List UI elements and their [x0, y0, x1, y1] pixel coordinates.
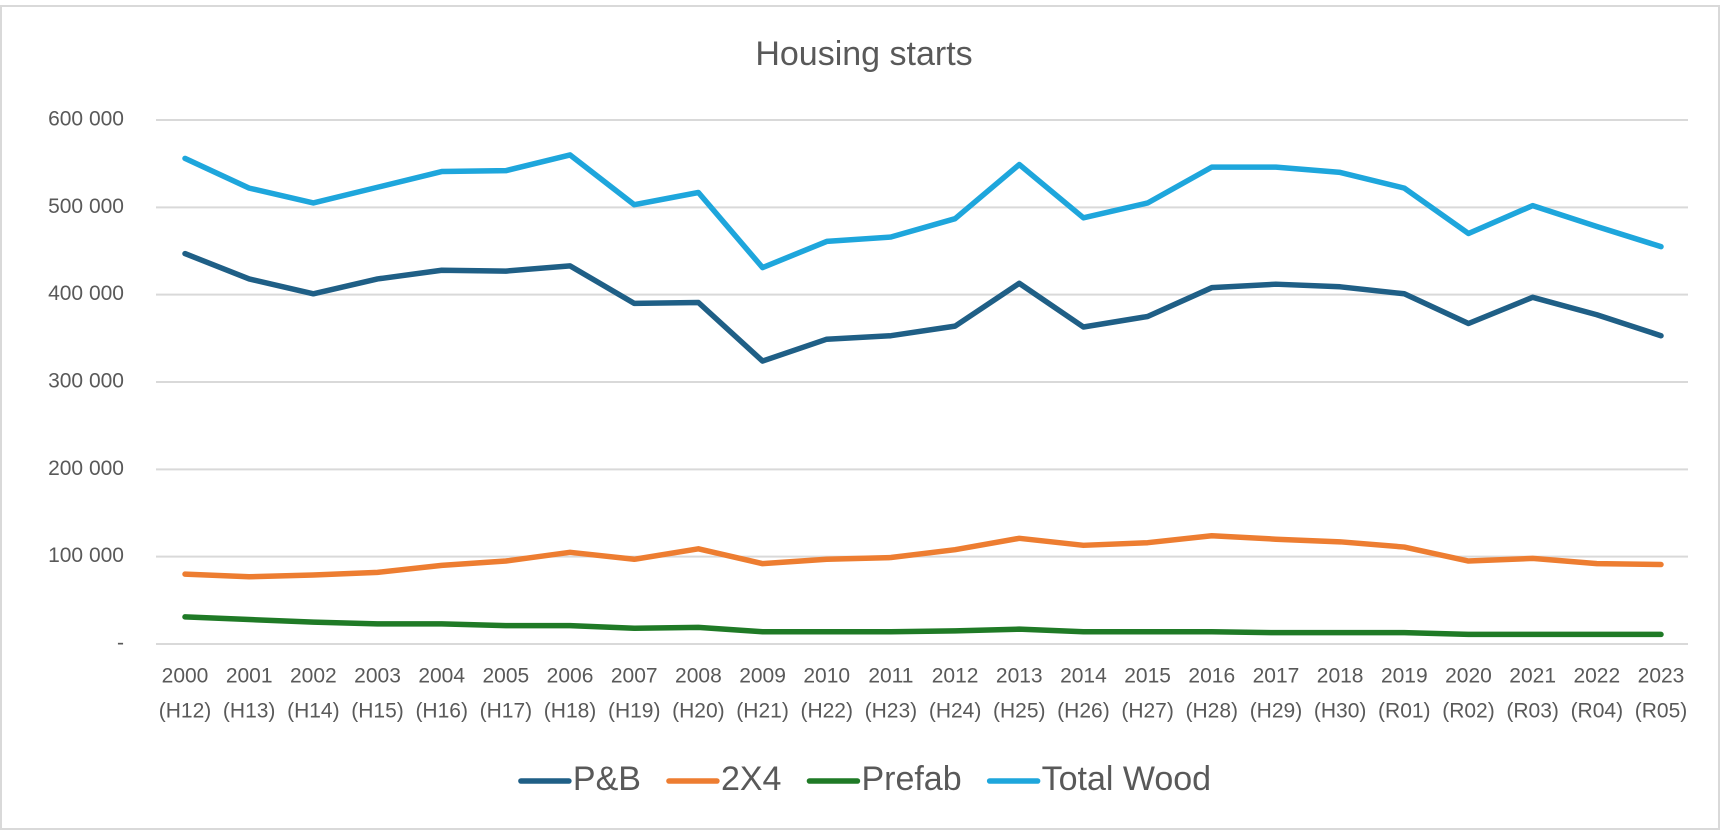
x-tick-label: 2004: [418, 665, 465, 688]
legend-label: Total Wood: [1042, 760, 1211, 798]
x-tick-label: 2009: [739, 665, 786, 688]
x-tick-label: (H25): [993, 700, 1046, 723]
x-tick-label: 2006: [547, 665, 594, 688]
x-tick-label: 2017: [1253, 665, 1300, 688]
x-tick-label: (H16): [415, 700, 468, 723]
x-tick-label: 2015: [1124, 665, 1171, 688]
x-tick-label: (H13): [223, 700, 276, 723]
x-tick-label: (R05): [1635, 700, 1688, 723]
x-tick-label: (H23): [865, 700, 918, 723]
x-tick-label: 2000: [162, 665, 209, 688]
y-tick-label: 100 000: [48, 544, 124, 567]
legend-label: Prefab: [861, 760, 961, 798]
y-tick-label: 600 000: [48, 108, 124, 131]
x-tick-label: 2018: [1317, 665, 1364, 688]
x-tick-label: (H15): [351, 700, 404, 723]
y-tick-label: 300 000: [48, 370, 124, 393]
x-tick-label: (H18): [544, 700, 597, 723]
x-tick-label: (H14): [287, 700, 340, 723]
x-tick-label: (H19): [608, 700, 661, 723]
x-tick-label: 2012: [932, 665, 979, 688]
chart-frame: [0, 5, 1720, 830]
x-tick-label: 2014: [1060, 665, 1107, 688]
x-tick-label: (H17): [480, 700, 533, 723]
x-tick-label: 2010: [803, 665, 850, 688]
chart-title: Housing starts: [755, 35, 972, 73]
x-tick-label: (H21): [736, 700, 789, 723]
x-tick-label: (H20): [672, 700, 725, 723]
y-tick-label: 400 000: [48, 282, 124, 305]
x-tick-label: 2019: [1381, 665, 1428, 688]
x-tick-label: (H28): [1186, 700, 1239, 723]
x-tick-label: 2016: [1188, 665, 1235, 688]
x-tick-label: (H12): [159, 700, 212, 723]
series-line: [182, 614, 1664, 638]
x-tick-label: (H27): [1121, 700, 1174, 723]
x-tick-label: (H24): [929, 700, 982, 723]
y-tick-label: 200 000: [48, 457, 124, 480]
legend-label: 2X4: [721, 760, 782, 798]
x-tick-label: (R01): [1378, 700, 1431, 723]
x-tick-label: 2023: [1638, 665, 1685, 688]
x-tick-label: (H22): [800, 700, 853, 723]
x-tick-label: 2008: [675, 665, 722, 688]
x-tick-label: 2003: [354, 665, 401, 688]
x-tick-label: 2013: [996, 665, 1043, 688]
x-tick-label: (R04): [1571, 700, 1624, 723]
x-tick-label: 2007: [611, 665, 658, 688]
x-tick-label: 2001: [226, 665, 273, 688]
x-tick-label: (H26): [1057, 700, 1110, 723]
x-tick-label: 2002: [290, 665, 337, 688]
x-tick-label: (R02): [1442, 700, 1495, 723]
series-line: [182, 250, 1664, 364]
x-tick-label: (H29): [1250, 700, 1303, 723]
x-tick-label: 2020: [1445, 665, 1492, 688]
series-line: [182, 152, 1664, 271]
x-tick-label: 2022: [1573, 665, 1620, 688]
series-line: [182, 532, 1664, 580]
x-tick-label: 2021: [1509, 665, 1556, 688]
legend-label: P&B: [573, 760, 641, 798]
x-tick-label: 2011: [868, 665, 913, 688]
y-tick-label: 500 000: [48, 195, 124, 218]
y-tick-label: -: [117, 632, 124, 655]
x-tick-label: 2005: [483, 665, 530, 688]
x-tick-label: (R03): [1506, 700, 1559, 723]
x-tick-label: (H30): [1314, 700, 1367, 723]
